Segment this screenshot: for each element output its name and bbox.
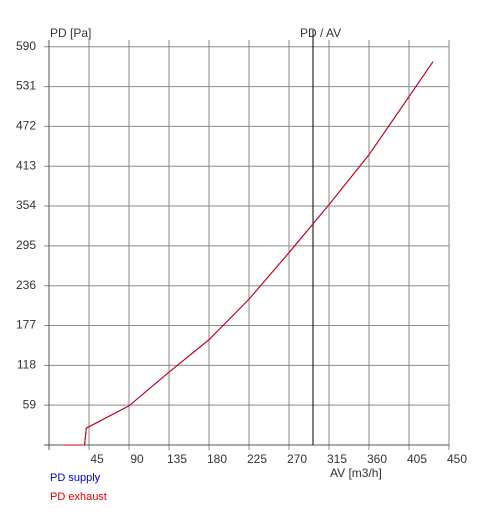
annotation: PD / AV — [300, 26, 341, 40]
x-tick-label: 90 — [130, 452, 144, 466]
legend-entry: PD exhaust — [50, 491, 107, 503]
y-tick-label: 531 — [16, 79, 36, 93]
x-tick-label: 450 — [447, 452, 467, 466]
y-tick-label: 472 — [16, 119, 36, 133]
y-tick-label: 590 — [16, 39, 36, 53]
y-tick-label: 177 — [16, 318, 36, 332]
legend-entry: PD supply — [50, 472, 101, 484]
line-series — [65, 61, 434, 446]
x-tick-label: 360 — [367, 452, 387, 466]
y-tick-label: 236 — [16, 278, 36, 292]
x-tick-label: 405 — [407, 452, 427, 466]
y-tick-label: 295 — [16, 238, 36, 252]
y-tick-label: 118 — [17, 358, 36, 372]
x-tick-label: 135 — [167, 452, 187, 466]
y-tick-label: 59 — [23, 397, 37, 411]
x-axis-label: AV [m3/h] — [330, 466, 382, 480]
y-tick-label: 354 — [16, 198, 36, 212]
x-tick-label: 315 — [327, 452, 347, 466]
y-axis-label: PD [Pa] — [50, 26, 91, 40]
y-tick-label: 413 — [16, 158, 36, 172]
x-tick-label: 180 — [207, 452, 227, 466]
x-tick-label: 45 — [90, 452, 104, 466]
x-tick-label: 270 — [287, 452, 307, 466]
x-tick-label: 225 — [247, 452, 267, 466]
